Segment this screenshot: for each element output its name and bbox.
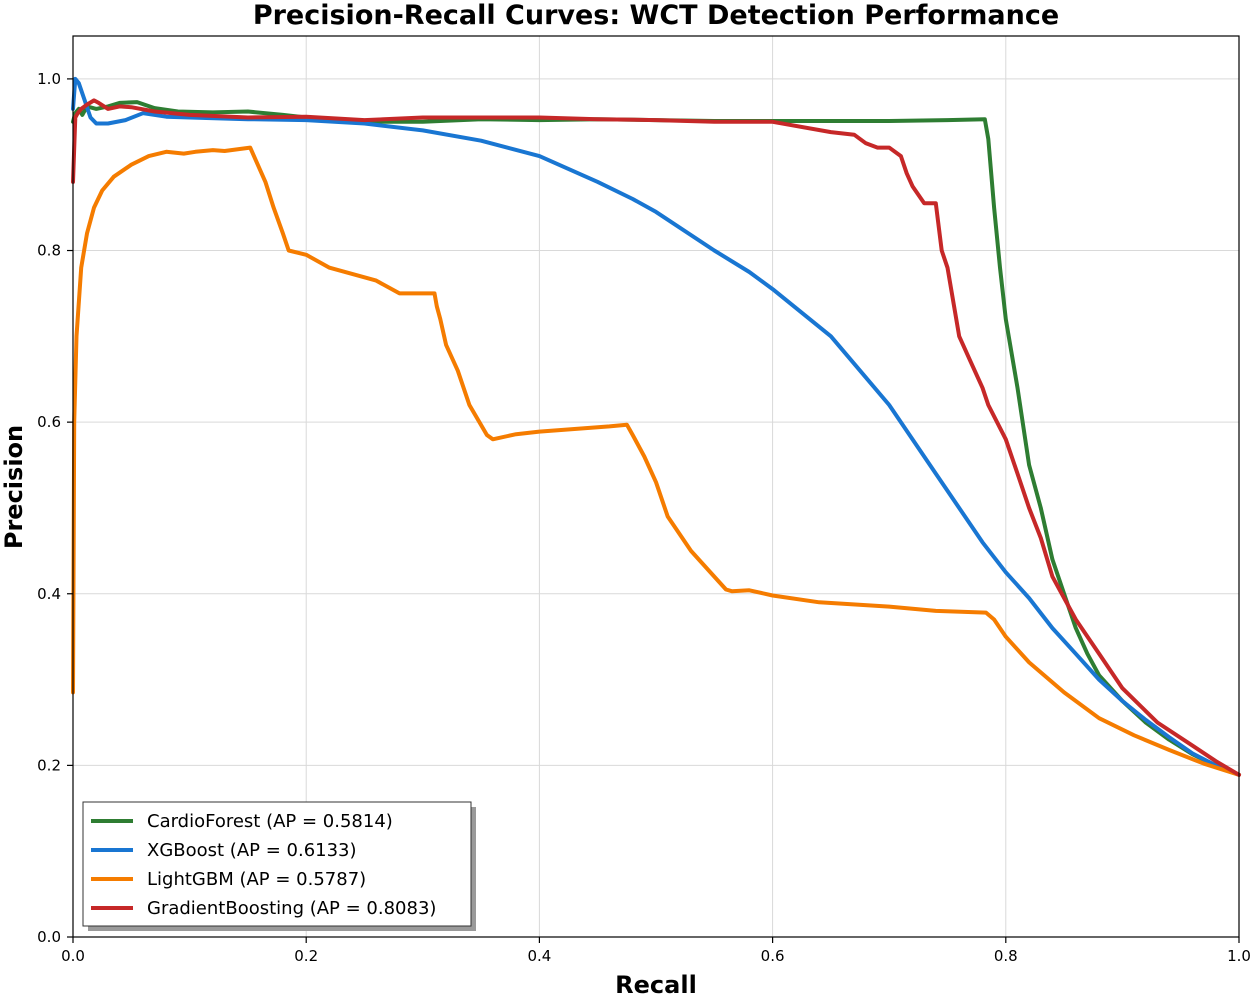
legend-label-lightgbm: LightGBM (AP = 0.5787)	[147, 869, 366, 890]
x-tick-label: 0.8	[994, 947, 1018, 965]
legend-box	[82, 801, 472, 927]
axis-ticks: 0.0 0.2 0.4 0.6 0.8 1.0 0.0 0.2 0.4 0.6 0.8 1.0	[37, 70, 1251, 965]
chart-title: Precision-Recall Curves: WCT Detection P…	[253, 0, 1059, 31]
curves	[71, 76, 1241, 777]
series-line-lightgbm	[71, 145, 1241, 777]
series-line-cardioforest	[71, 100, 1241, 777]
x-tick-label: 0.6	[761, 947, 785, 965]
y-tick-label: 1.0	[37, 70, 61, 88]
x-tick-label: 0.4	[527, 947, 551, 965]
y-tick-label: 0.0	[37, 928, 61, 946]
y-tick-label: 0.6	[37, 413, 61, 431]
x-tick-label: 0.0	[61, 947, 85, 965]
y-tick-label: 0.2	[37, 756, 61, 774]
y-tick-label: 0.8	[37, 242, 61, 260]
x-axis-label: Recall	[615, 971, 697, 997]
legend: CardioForest (AP = 0.5814) XGBoost (AP = …	[82, 801, 476, 931]
y-axis-label: Precision	[0, 425, 28, 549]
plot-frame	[72, 35, 1240, 938]
x-tick-label: 0.2	[294, 947, 318, 965]
legend-label-xgboost: XGBoost (AP = 0.6133)	[147, 840, 357, 861]
x-tick-label: 1.0	[1227, 947, 1251, 965]
legend-label-cardioforest: CardioForest (AP = 0.5814)	[147, 811, 393, 832]
series-line-gradientboosting	[71, 98, 1241, 777]
legend-label-gradientboosting: GradientBoosting (AP = 0.8083)	[147, 898, 436, 919]
series-line-xgboost	[71, 76, 1241, 777]
y-tick-label: 0.4	[37, 585, 61, 603]
